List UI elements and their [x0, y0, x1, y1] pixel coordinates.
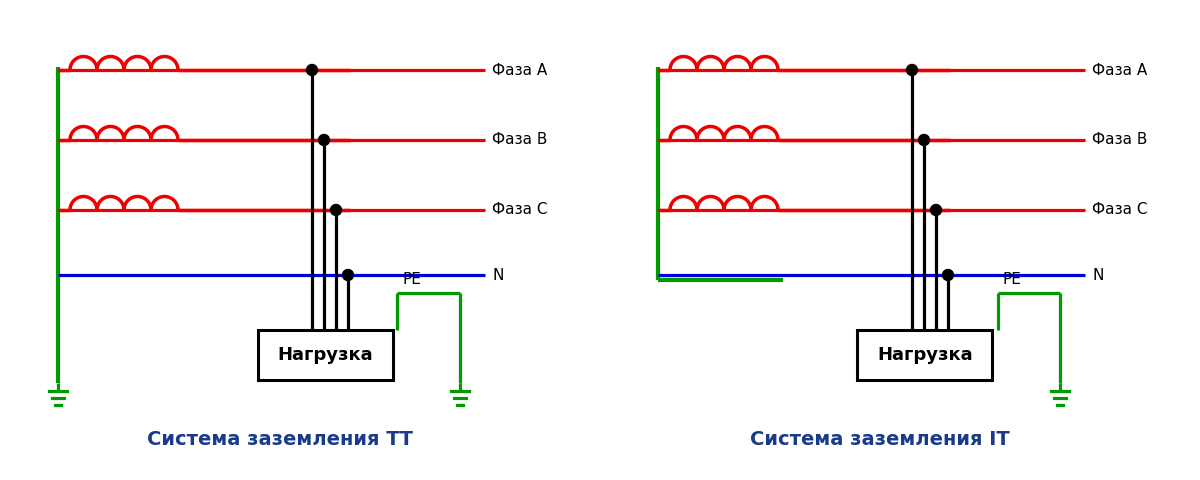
- Text: PE: PE: [402, 272, 421, 287]
- Text: Фаза С: Фаза С: [1092, 203, 1147, 217]
- Circle shape: [318, 134, 330, 145]
- FancyBboxPatch shape: [258, 330, 392, 380]
- Circle shape: [330, 204, 342, 216]
- FancyBboxPatch shape: [858, 330, 992, 380]
- Text: Фаза А: Фаза А: [1092, 62, 1147, 77]
- Text: N: N: [1092, 267, 1103, 283]
- Text: Фаза С: Фаза С: [492, 203, 547, 217]
- Text: Фаза А: Фаза А: [492, 62, 547, 77]
- Circle shape: [906, 64, 918, 75]
- Text: Система заземления ТТ: Система заземления ТТ: [148, 430, 413, 449]
- Circle shape: [918, 134, 930, 145]
- Circle shape: [930, 204, 942, 216]
- Text: N: N: [492, 267, 503, 283]
- Circle shape: [342, 269, 354, 280]
- Text: Нагрузка: Нагрузка: [877, 346, 973, 364]
- Text: Нагрузка: Нагрузка: [277, 346, 373, 364]
- Circle shape: [942, 269, 954, 280]
- Text: Фаза В: Фаза В: [492, 132, 547, 147]
- Circle shape: [306, 64, 318, 75]
- Text: Фаза В: Фаза В: [1092, 132, 1147, 147]
- Text: PE: PE: [1002, 272, 1021, 287]
- Text: Система заземления IT: Система заземления IT: [750, 430, 1010, 449]
